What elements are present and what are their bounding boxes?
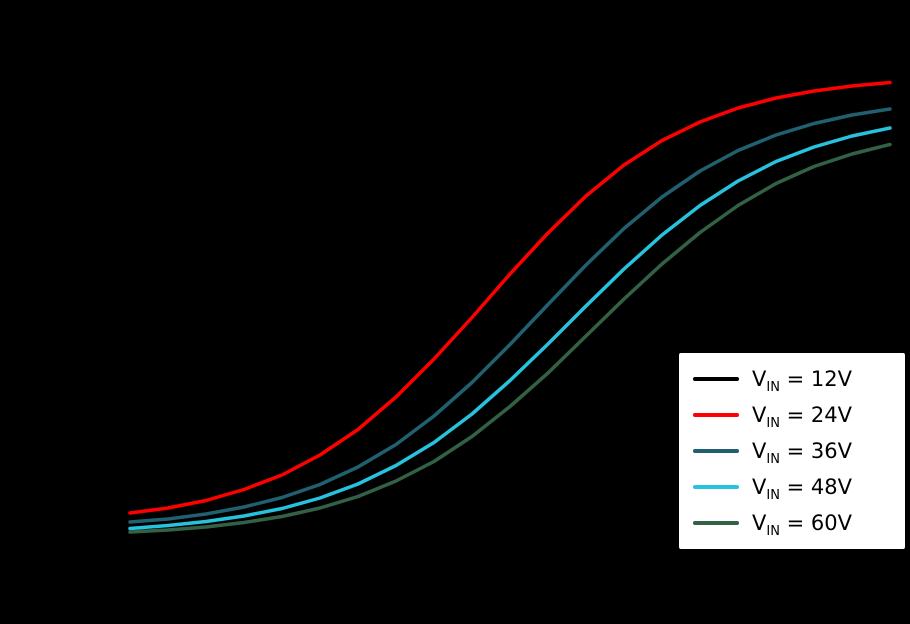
series-lines-group xyxy=(128,73,892,534)
legend-swatch-vin-36v xyxy=(693,449,739,453)
legend-label-vin-24v: VIN = 24V xyxy=(752,402,852,431)
legend-label-vin-60v: VIN = 60V xyxy=(752,510,852,539)
series-line-vin-12v xyxy=(128,73,892,506)
legend-item-vin-12v: VIN = 12V xyxy=(689,361,895,397)
legend: VIN = 12V VIN = 24V VIN = 36V VIN = 48V VIN … xyxy=(678,352,906,550)
legend-swatch-vin-48v xyxy=(693,485,739,489)
legend-swatch-vin-60v xyxy=(693,521,739,525)
legend-label-vin-12v: VIN = 12V xyxy=(752,366,852,395)
legend-label-vin-36v: VIN = 36V xyxy=(752,438,852,467)
legend-item-vin-48v: VIN = 48V xyxy=(689,469,895,505)
legend-item-vin-60v: VIN = 60V xyxy=(689,505,895,541)
series-line-vin-48v xyxy=(128,126,892,531)
legend-rows: VIN = 12V VIN = 24V VIN = 36V VIN = 48V VIN … xyxy=(689,361,895,541)
legend-label-vin-48v: VIN = 48V xyxy=(752,474,852,503)
legend-item-vin-24v: VIN = 24V xyxy=(689,397,895,433)
series-line-vin-36v xyxy=(128,107,892,524)
legend-item-vin-36v: VIN = 36V xyxy=(689,433,895,469)
legend-swatch-vin-12v xyxy=(693,377,739,381)
legend-swatch-vin-24v xyxy=(693,413,739,417)
series-line-vin-24v xyxy=(128,80,892,515)
series-line-vin-60v xyxy=(128,142,892,534)
